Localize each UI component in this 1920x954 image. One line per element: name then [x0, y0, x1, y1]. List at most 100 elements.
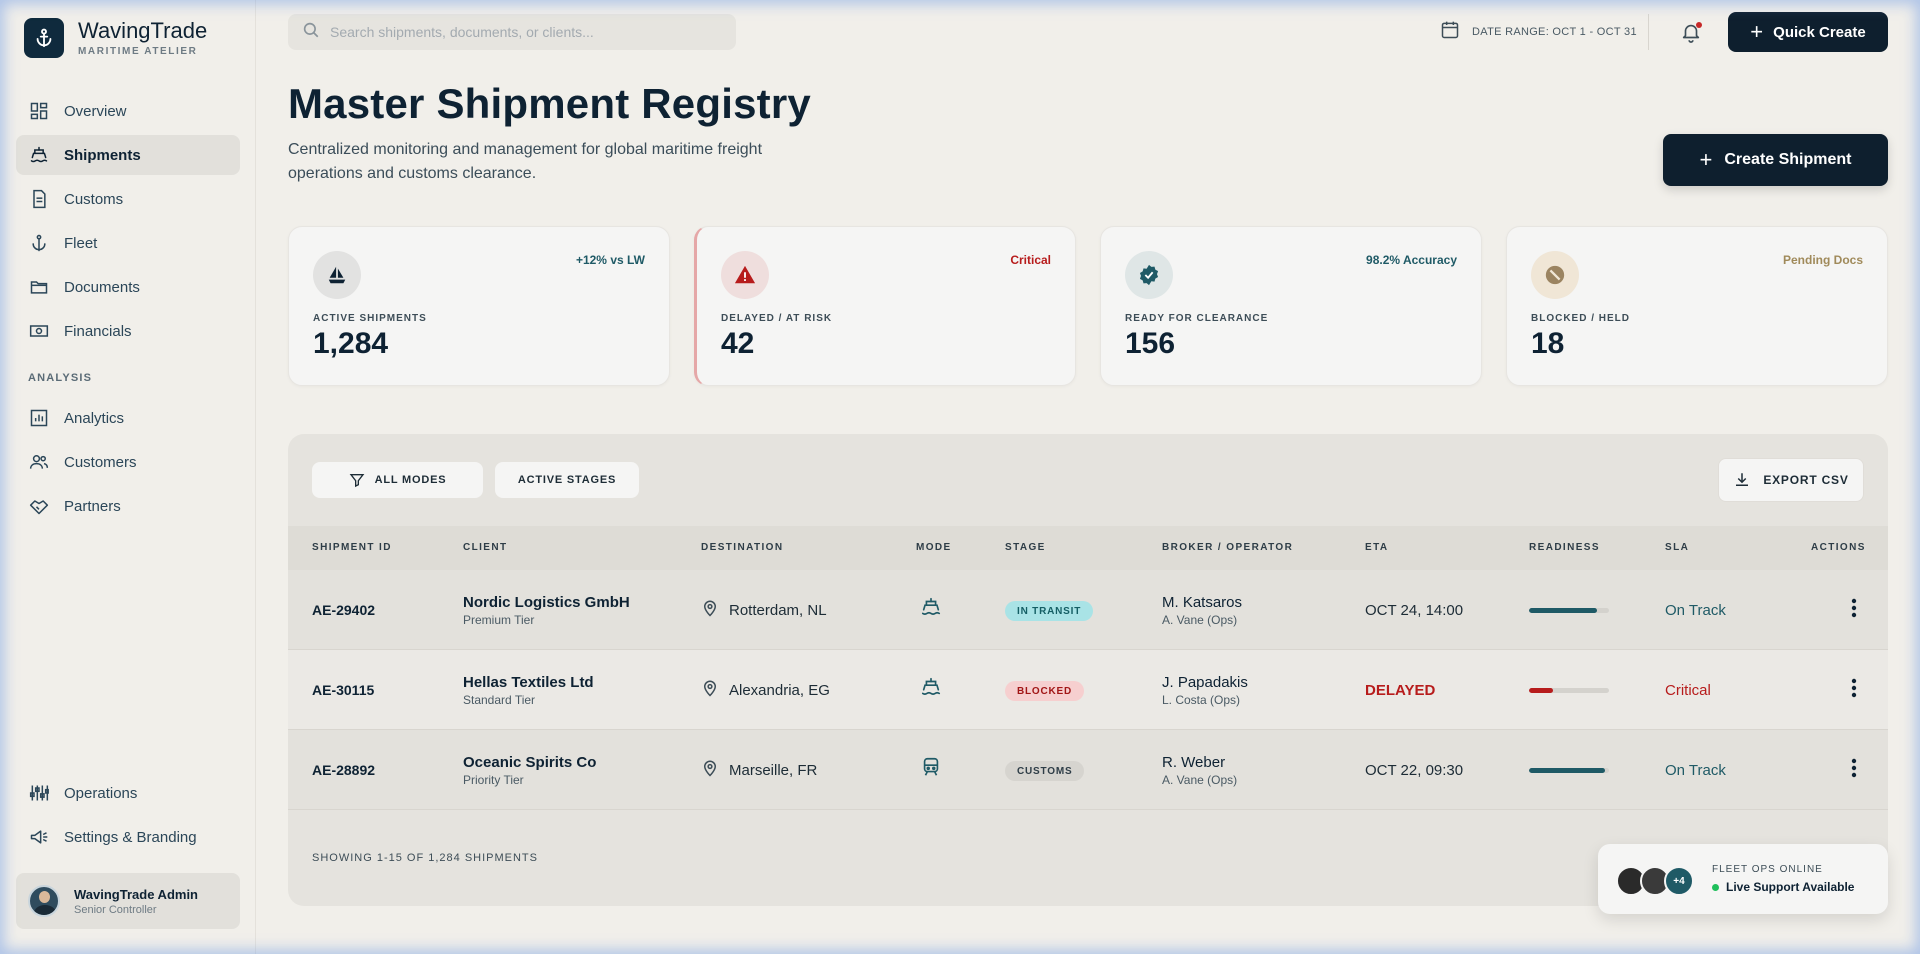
col-client[interactable]: CLIENT	[463, 542, 508, 553]
brand-name: WavingTrade	[78, 18, 208, 43]
kpi-label: READY FOR CLEARANCE	[1125, 313, 1269, 324]
location-pin-icon	[701, 758, 719, 782]
kpi-badge: Pending Docs	[1782, 253, 1863, 267]
eta: DELAYED	[1365, 682, 1436, 699]
date-range-selector[interactable]: DATE RANGE: OCT 1 - OCT 31	[1440, 20, 1637, 43]
stages-filter-label: ACTIVE STAGES	[517, 474, 617, 486]
destination: Rotterdam, NL	[701, 598, 827, 622]
dashboard-icon	[28, 100, 50, 122]
sidebar-item-customers[interactable]: Customers	[16, 442, 240, 482]
sidebar-item-label: Operations	[64, 784, 138, 802]
broker-name: J. Papadakis	[1162, 674, 1248, 691]
sla-status: On Track	[1665, 602, 1726, 619]
kpi-value: 156	[1125, 327, 1176, 360]
document-icon	[28, 188, 50, 210]
create-shipment-button[interactable]: + Create Shipment	[1663, 134, 1888, 186]
sidebar-item-financials[interactable]: Financials	[16, 311, 240, 351]
stage-badge: CUSTOMS	[1005, 761, 1085, 781]
col-shipment-id[interactable]: SHIPMENT ID	[312, 542, 392, 553]
more-actions-button[interactable]	[1844, 596, 1864, 624]
shipment-id[interactable]: AE-30115	[312, 682, 375, 698]
client-tier: Standard Tier	[463, 693, 536, 707]
sidebar-item-analytics[interactable]: Analytics	[16, 398, 240, 438]
col-sla[interactable]: SLA	[1665, 542, 1690, 553]
sliders-icon	[28, 782, 50, 804]
kpi-card-blocked[interactable]: Pending Docs BLOCKED / HELD 18	[1506, 226, 1888, 386]
kpi-label: DELAYED / AT RISK	[721, 313, 833, 324]
shipment-id[interactable]: AE-28892	[312, 762, 376, 778]
sidebar-item-partners[interactable]: Partners	[16, 486, 240, 526]
search-input[interactable]	[330, 24, 730, 40]
support-status: Live Support Available	[1712, 880, 1854, 894]
fleet-ops-widget[interactable]: +4 FLEET OPS ONLINE Live Support Availab…	[1598, 844, 1888, 914]
sidebar-item-operations[interactable]: Operations	[16, 773, 240, 813]
online-indicator	[1712, 883, 1719, 891]
quick-create-button[interactable]: + Quick Create	[1728, 12, 1888, 52]
kpi-card-delayed[interactable]: Critical DELAYED / AT RISK 42	[694, 226, 1076, 386]
sidebar-item-settings[interactable]: Settings & Branding	[16, 817, 240, 857]
bell-icon	[1680, 24, 1702, 48]
more-actions-button[interactable]	[1844, 756, 1864, 784]
table-row[interactable]: AE-29402 Nordic Logistics GmbH Premium T…	[288, 570, 1888, 650]
sla-status: On Track	[1665, 762, 1726, 779]
eta: OCT 24, 14:00	[1365, 602, 1464, 619]
main-nav: Overview Shipments Customs Fleet Documen…	[16, 91, 240, 355]
chart-icon	[28, 407, 50, 429]
quick-create-label: Quick Create	[1773, 23, 1866, 41]
user-profile[interactable]: WavingTrade Admin Senior Controller	[16, 873, 240, 929]
kpi-label: ACTIVE SHIPMENTS	[313, 313, 427, 324]
client-name: Hellas Textiles Ltd	[463, 674, 594, 691]
sidebar-item-label: Customs	[64, 190, 124, 208]
ship-icon	[920, 676, 942, 703]
kpi-card-active-shipments[interactable]: +12% vs LW ACTIVE SHIPMENTS 1,284	[288, 226, 670, 386]
col-stage[interactable]: STAGE	[1005, 542, 1046, 553]
search-bar[interactable]	[288, 14, 736, 50]
calendar-icon	[1440, 20, 1460, 43]
export-csv-button[interactable]: EXPORT CSV	[1718, 458, 1864, 502]
shipment-id[interactable]: AE-29402	[312, 602, 376, 618]
modes-filter-button[interactable]: ALL MODES	[312, 462, 483, 498]
readiness-fill	[1529, 768, 1605, 773]
more-vertical-icon	[1851, 598, 1857, 623]
page-title: Master Shipment Registry	[288, 80, 811, 127]
sidebar-item-label: Overview	[64, 102, 127, 120]
folder-icon	[28, 276, 50, 298]
readiness-fill	[1529, 608, 1597, 613]
brand-subtitle: MARITIME ATELIER	[78, 46, 198, 57]
broker-ops: A. Vane (Ops)	[1162, 773, 1238, 787]
divider	[1648, 14, 1649, 50]
kpi-value: 18	[1531, 327, 1565, 360]
more-vertical-icon	[1851, 678, 1857, 703]
table-row[interactable]: AE-30115 Hellas Textiles Ltd Standard Ti…	[288, 650, 1888, 730]
handshake-icon	[28, 495, 50, 517]
table-row[interactable]: AE-28892 Oceanic Spirits Co Priority Tie…	[288, 730, 1888, 810]
kpi-badge: 98.2% Accuracy	[1366, 253, 1457, 267]
sidebar-item-shipments[interactable]: Shipments	[16, 135, 240, 175]
col-destination[interactable]: DESTINATION	[701, 542, 784, 553]
more-actions-button[interactable]	[1844, 676, 1864, 704]
col-eta[interactable]: ETA	[1365, 542, 1389, 553]
sidebar-item-documents[interactable]: Documents	[16, 267, 240, 307]
kpi-badge: Critical	[1010, 253, 1051, 267]
kpi-badge: +12% vs LW	[575, 253, 645, 267]
notifications-button[interactable]	[1680, 20, 1706, 46]
plus-icon: +	[1750, 19, 1764, 44]
col-readiness[interactable]: READINESS	[1529, 542, 1600, 553]
col-mode[interactable]: MODE	[916, 542, 952, 553]
sidebar-item-label: Partners	[64, 497, 121, 515]
brand[interactable]: WavingTrade MARITIME ATELIER	[24, 18, 207, 58]
location-pin-icon	[701, 678, 719, 702]
kpi-label: BLOCKED / HELD	[1531, 313, 1630, 324]
anchor-logo-icon	[24, 18, 64, 58]
kpi-card-ready-clearance[interactable]: 98.2% Accuracy READY FOR CLEARANCE 156	[1100, 226, 1482, 386]
broker-name: M. Katsaros	[1162, 594, 1243, 611]
sidebar-item-overview[interactable]: Overview	[16, 91, 240, 131]
col-actions: ACTIONS	[1811, 542, 1866, 553]
destination-label: Marseille, FR	[729, 761, 818, 779]
stages-filter-button[interactable]: ACTIVE STAGES	[495, 462, 639, 498]
sidebar-item-fleet[interactable]: Fleet	[16, 223, 240, 263]
kpi-value: 1,284	[313, 327, 389, 360]
sidebar-item-customs[interactable]: Customs	[16, 179, 240, 219]
col-broker[interactable]: BROKER / OPERATOR	[1162, 542, 1294, 553]
notification-dot	[1696, 22, 1702, 28]
